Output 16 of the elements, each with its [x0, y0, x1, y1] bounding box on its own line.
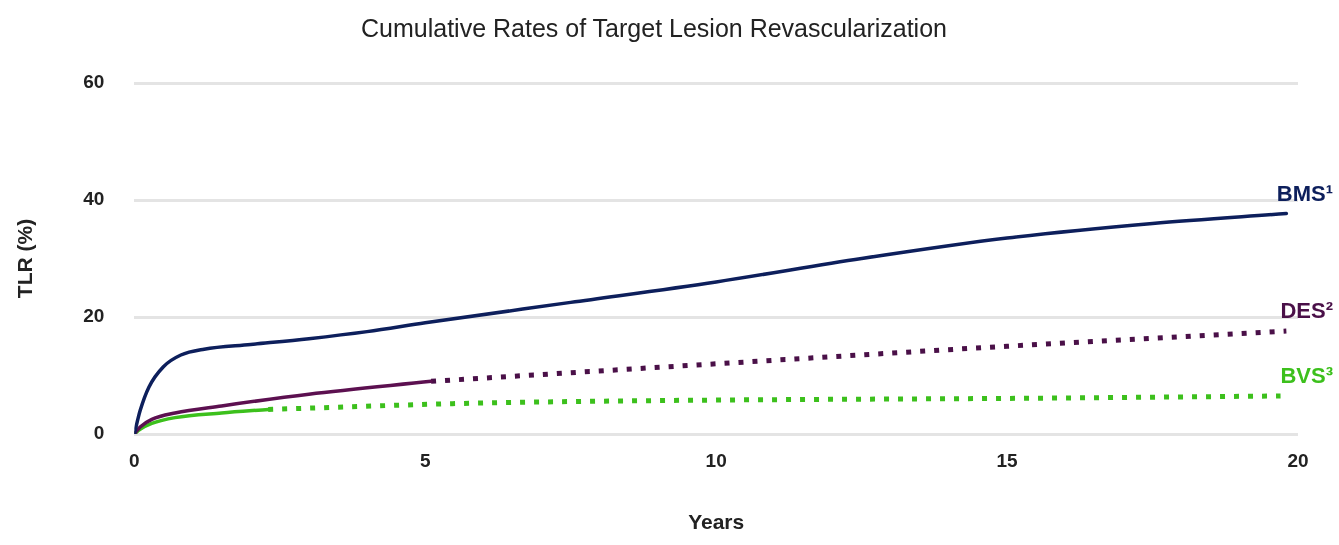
x-tick-label: 0: [129, 449, 140, 471]
line-series: [134, 379, 433, 434]
chart-title: Cumulative Rates of Target Lesion Revascularization: [361, 13, 947, 42]
x-axis-title: Years: [688, 510, 745, 534]
y-tick-label: 60: [83, 71, 105, 93]
y-tick-label: 0: [93, 422, 105, 444]
series-label: BMS¹: [1276, 180, 1333, 206]
series-label: DES²: [1280, 298, 1333, 324]
x-tick-label: 10: [705, 449, 727, 471]
y-tick-label: 20: [83, 305, 105, 327]
x-tick-label: 5: [419, 449, 431, 471]
y-axis-title: TLR (%): [13, 218, 37, 299]
x-tick-label: 15: [996, 449, 1019, 471]
y-tick-label: 40: [83, 188, 105, 210]
x-tick-label: 20: [1287, 449, 1309, 471]
series-label: BVS³: [1280, 363, 1333, 389]
